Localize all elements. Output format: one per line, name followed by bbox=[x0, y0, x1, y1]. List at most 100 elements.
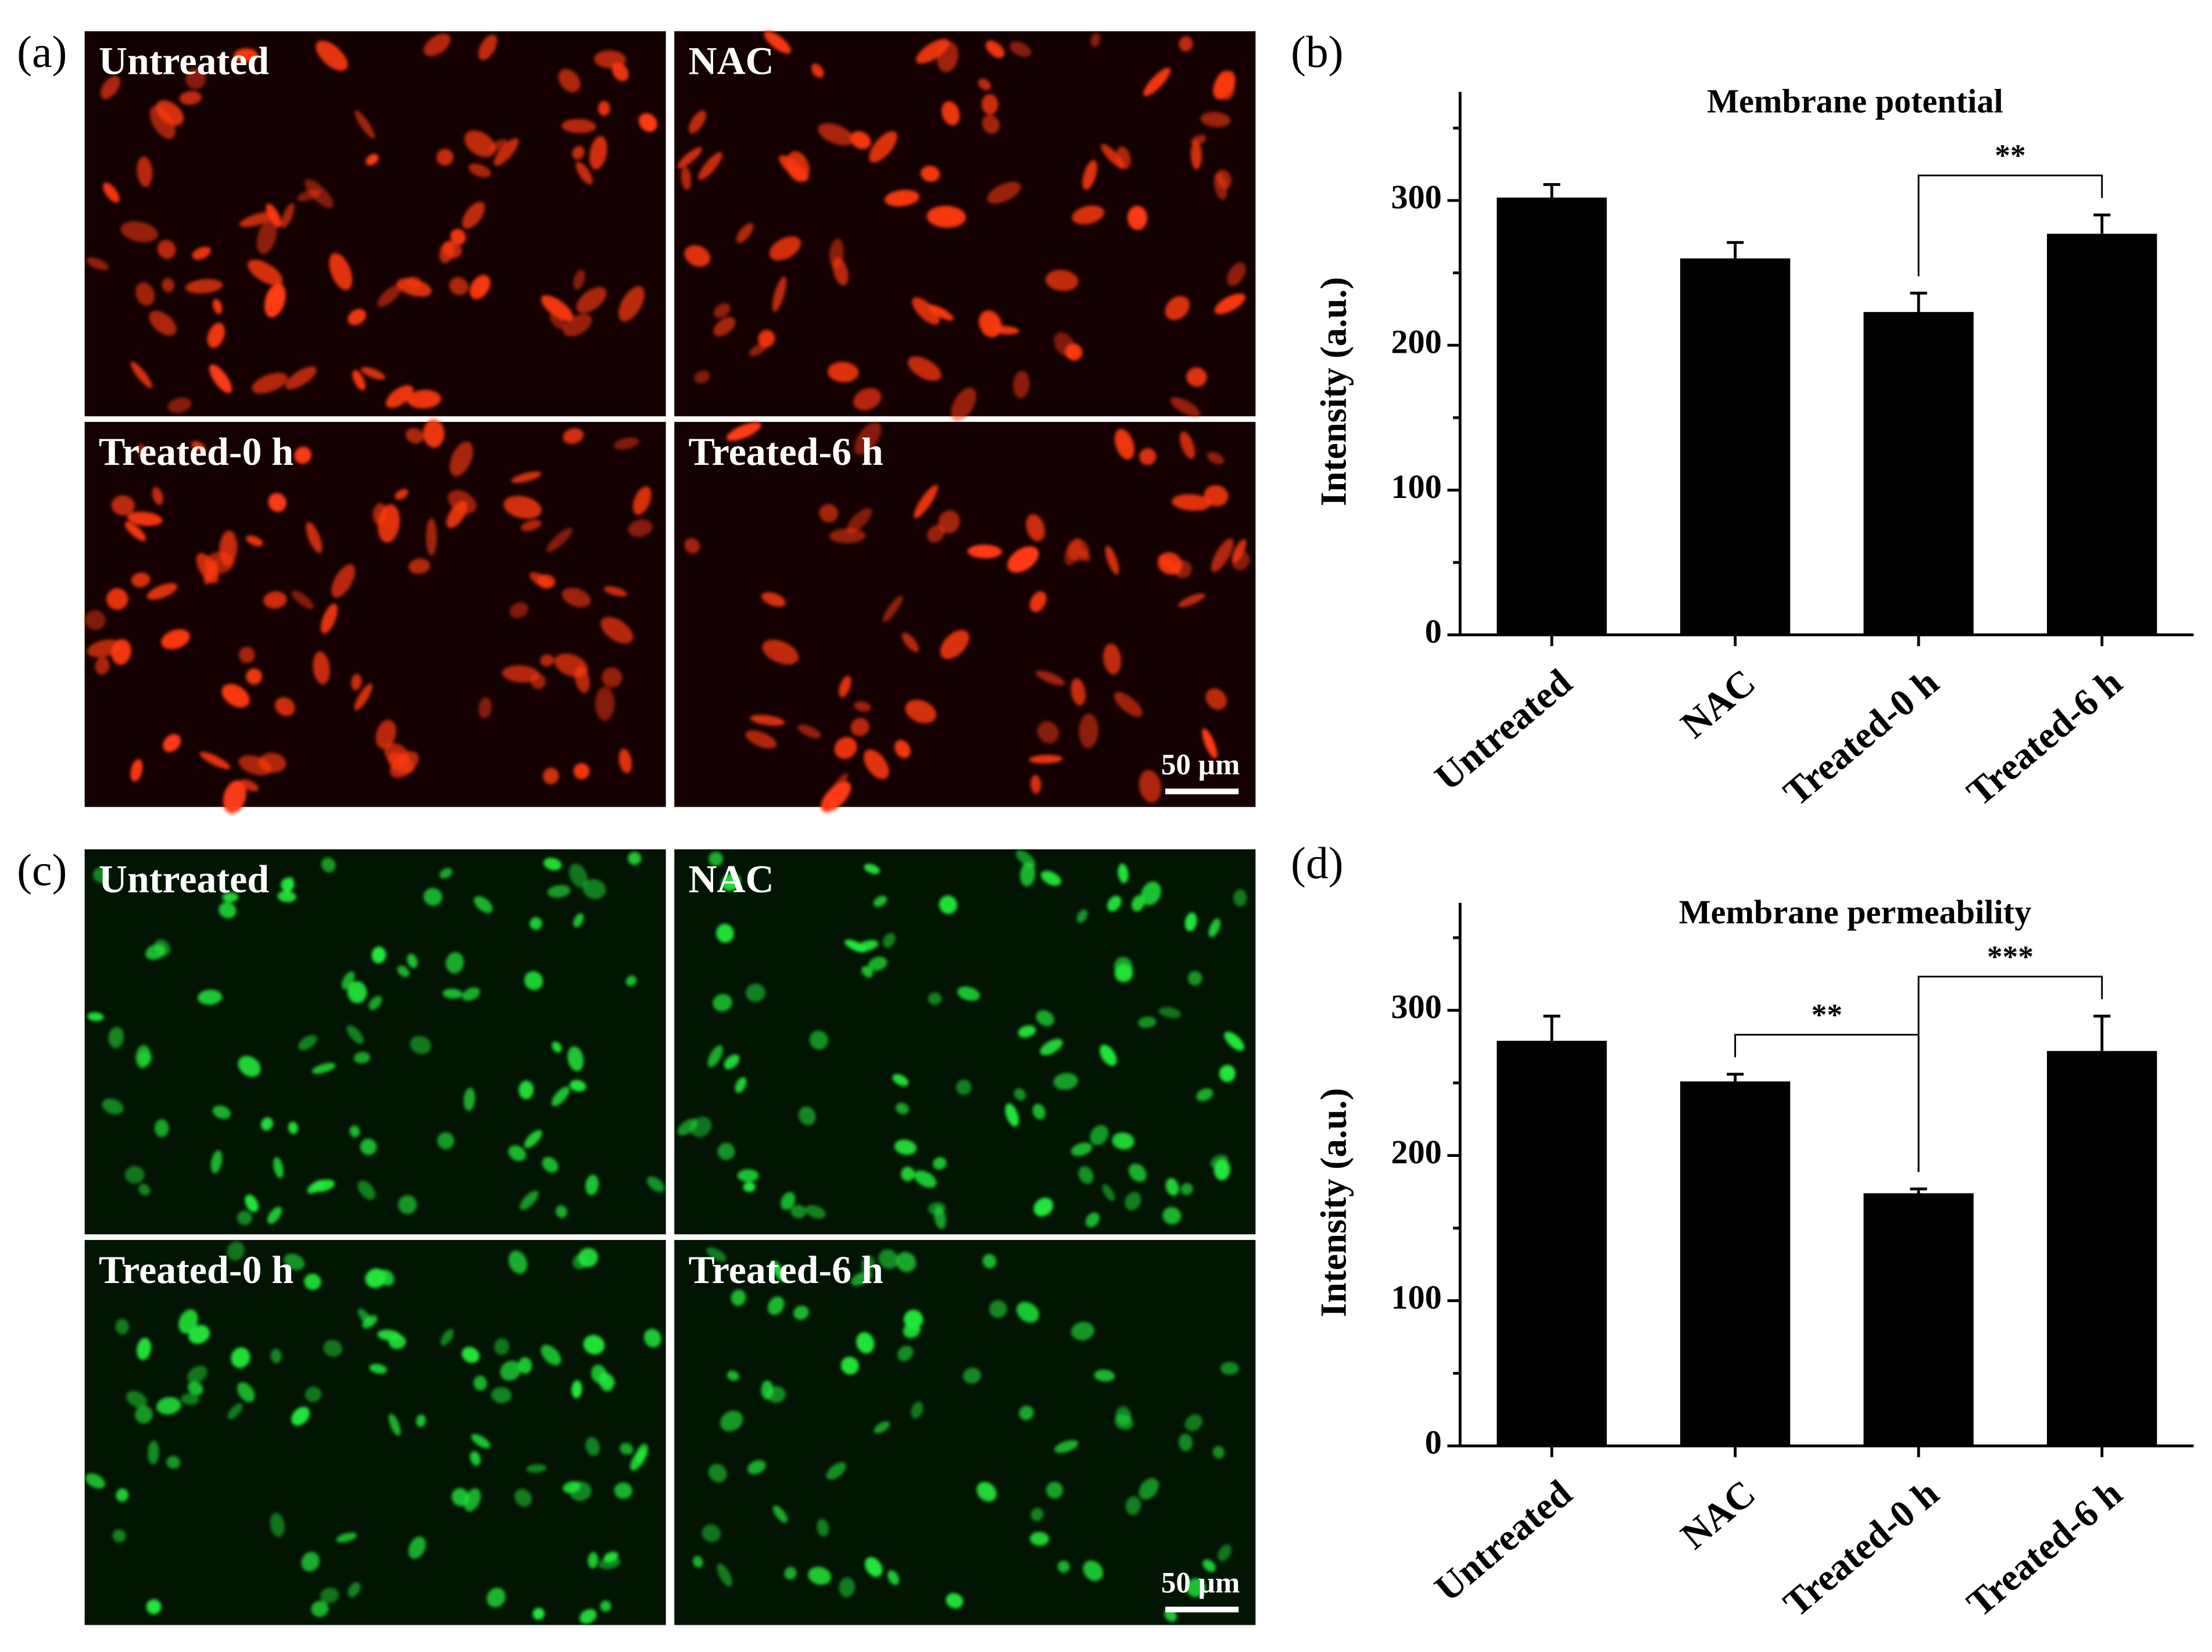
micrograph-label: Treated-0 h bbox=[99, 429, 293, 474]
cell bbox=[347, 981, 367, 1004]
cell bbox=[684, 245, 711, 267]
cell bbox=[914, 485, 938, 518]
cell bbox=[638, 113, 658, 132]
y-tick-label: 200 bbox=[1391, 323, 1441, 361]
cell bbox=[268, 493, 287, 513]
cell bbox=[470, 275, 491, 299]
cell bbox=[270, 1349, 282, 1363]
cell bbox=[938, 510, 960, 534]
cell bbox=[238, 646, 255, 664]
cell bbox=[713, 317, 736, 336]
cell bbox=[116, 1488, 128, 1502]
cell bbox=[86, 257, 109, 270]
cell bbox=[701, 1524, 721, 1543]
cell bbox=[541, 1345, 561, 1366]
cell bbox=[1107, 895, 1122, 912]
cell bbox=[371, 947, 386, 964]
cell bbox=[873, 895, 887, 907]
cell bbox=[1105, 545, 1119, 575]
cell bbox=[1114, 429, 1134, 460]
cell bbox=[360, 367, 385, 380]
cell bbox=[187, 1366, 207, 1384]
cell bbox=[865, 1557, 883, 1577]
cell bbox=[897, 1345, 914, 1361]
cell bbox=[149, 310, 177, 336]
cell bbox=[357, 1180, 375, 1200]
cell bbox=[628, 851, 642, 865]
cell bbox=[266, 203, 281, 228]
cell bbox=[1040, 1038, 1063, 1056]
cell bbox=[491, 1386, 512, 1403]
cell bbox=[677, 147, 703, 169]
cell bbox=[263, 591, 287, 609]
cell bbox=[579, 1609, 597, 1624]
micrograph-label: Untreated bbox=[99, 857, 269, 901]
cell bbox=[131, 572, 151, 587]
cell bbox=[854, 701, 871, 712]
cell bbox=[575, 162, 593, 185]
cell bbox=[291, 1407, 310, 1426]
scale-bar-label: 50 µm bbox=[1161, 748, 1240, 781]
cell bbox=[520, 1191, 539, 1210]
cell bbox=[137, 1338, 152, 1360]
cell bbox=[321, 857, 336, 873]
cell bbox=[563, 314, 592, 337]
cell bbox=[1019, 1406, 1034, 1421]
cell bbox=[306, 522, 323, 553]
cell bbox=[331, 564, 356, 598]
cell bbox=[441, 1328, 454, 1346]
cell bbox=[567, 1046, 584, 1072]
cell bbox=[320, 1588, 339, 1604]
cell bbox=[267, 1206, 282, 1224]
cell bbox=[137, 156, 153, 187]
cell bbox=[532, 1607, 545, 1620]
cell bbox=[546, 528, 572, 553]
cell bbox=[273, 1157, 284, 1178]
cell bbox=[355, 110, 375, 139]
cell bbox=[976, 1482, 997, 1502]
cell bbox=[1139, 448, 1157, 465]
cell bbox=[1064, 537, 1083, 565]
cell bbox=[138, 1051, 152, 1066]
cell bbox=[137, 443, 148, 459]
cell bbox=[736, 223, 754, 243]
cell bbox=[1178, 1434, 1193, 1452]
cell bbox=[677, 1119, 698, 1136]
cell bbox=[912, 297, 940, 325]
cell bbox=[1232, 539, 1247, 563]
micrograph: Treated-0 h bbox=[84, 1239, 666, 1625]
cell bbox=[1143, 67, 1171, 96]
micrograph: NAC bbox=[674, 849, 1256, 1235]
cell bbox=[1030, 775, 1041, 794]
cell bbox=[589, 136, 607, 170]
cell bbox=[1079, 713, 1098, 748]
cell bbox=[819, 504, 839, 523]
cell bbox=[896, 1252, 917, 1273]
cell bbox=[470, 1451, 481, 1466]
cell bbox=[219, 902, 237, 919]
cells bbox=[85, 1241, 661, 1624]
cell bbox=[764, 31, 792, 54]
bar bbox=[1497, 1041, 1607, 1446]
cell bbox=[552, 1041, 562, 1053]
cell bbox=[502, 665, 540, 683]
cell bbox=[808, 1567, 832, 1585]
cell bbox=[684, 537, 700, 554]
cell bbox=[446, 501, 468, 528]
cell bbox=[829, 238, 844, 268]
cell bbox=[111, 495, 135, 516]
cell bbox=[540, 654, 554, 666]
cell bbox=[518, 1080, 534, 1099]
cell bbox=[541, 295, 574, 321]
cell bbox=[449, 277, 468, 296]
bar bbox=[1497, 198, 1607, 635]
cell bbox=[138, 1184, 151, 1196]
cell bbox=[717, 1142, 735, 1160]
cell bbox=[227, 1403, 243, 1420]
cell bbox=[1207, 451, 1225, 465]
cells bbox=[693, 1247, 1239, 1622]
chart-title: Membrane potential bbox=[1707, 82, 2003, 120]
cell bbox=[146, 1599, 162, 1615]
micrograph: Treated-0 h bbox=[84, 419, 666, 814]
cell bbox=[442, 988, 463, 999]
